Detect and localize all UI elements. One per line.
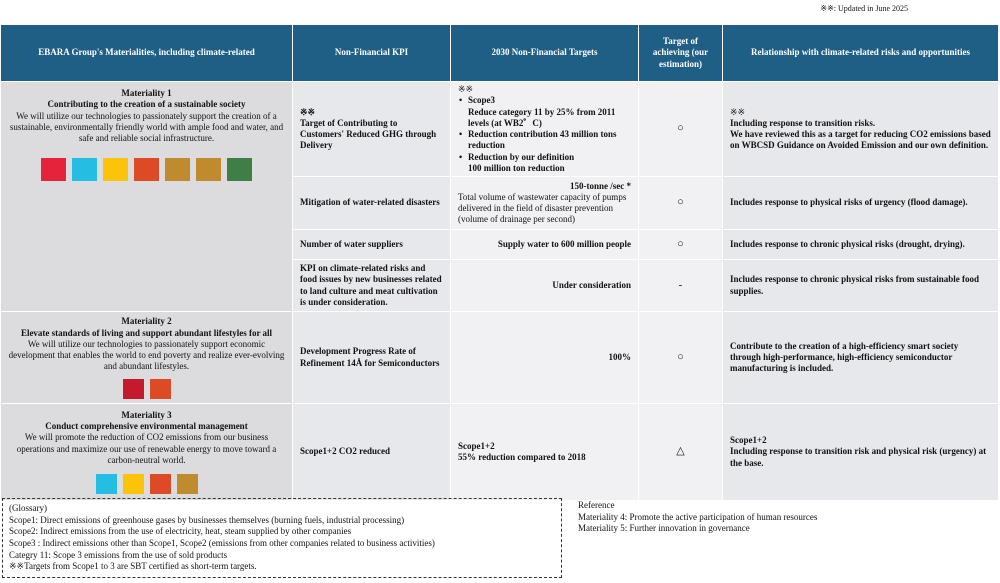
materiality-description: We will utilize our technologies to pass… <box>9 110 284 144</box>
materiality-label: Materiality 2 <box>121 316 172 327</box>
kpi: Number of water suppliers <box>292 229 451 260</box>
reference: Reference Materiality 4: Promote the act… <box>578 500 817 535</box>
header: Target of achieving (our estimation) <box>638 24 723 82</box>
target-item: Reduction contribution 43 million tons r… <box>458 129 631 152</box>
materiality-table: EBARA Group's Materialities, including c… <box>0 24 999 501</box>
glossary-line: Scope2: Indirect emissions from the use … <box>9 526 352 537</box>
glossary: (Glossary) Scope1: Direct emissions of g… <box>2 498 562 578</box>
kpi-cell: ※※ Target of Contributing to Customers' R… <box>292 81 451 177</box>
target-cell: Scope1+2 55% reduction compared to 2018 <box>450 403 639 501</box>
target: 55% reduction compared to 2018 <box>458 452 586 462</box>
relationship: Includes response to chronic physical ri… <box>722 229 999 260</box>
target: Supply water to 600 million people <box>450 229 639 260</box>
relationship: Including response to transition risks. <box>730 117 876 128</box>
target: Scope1+2 <box>458 440 495 451</box>
header: Relationship with climate-related risks … <box>722 24 999 82</box>
target-item: Reduction by our definition <box>458 152 631 164</box>
achieving: ○ <box>638 176 723 230</box>
mark: ※※ <box>458 84 474 94</box>
target: 100% <box>450 311 639 404</box>
kpi: Mitigation of water-related disasters <box>292 176 451 230</box>
reference-line: Materiality 4: Promote the active partic… <box>578 511 818 522</box>
header: 2030 Non-Financial Targets <box>450 24 639 82</box>
materiality-description: We will promote the reduction of CO2 emi… <box>16 432 277 465</box>
target-item: 100 million ton reduction <box>468 162 565 173</box>
materiality-title: Elevate standards of living and support … <box>20 327 273 338</box>
relationship-cell: ※※ Including response to transition risks… <box>722 81 999 177</box>
sdg-icons <box>8 158 285 182</box>
materiality-cell: Materiality 2 Elevate standards of livin… <box>0 311 293 404</box>
target-item: Scope3 <box>458 95 631 107</box>
glossary-line: (Glossary) <box>9 503 47 513</box>
relationship: Scope1+2 <box>730 435 767 446</box>
header: EBARA Group's Materialities, including c… <box>0 24 293 82</box>
materiality-description: We will utilize our technologies to pass… <box>8 338 285 372</box>
mark: ※※ <box>300 106 316 117</box>
reference-line: Materiality 5: Further innovation in gov… <box>578 523 750 534</box>
relationship: Including response to transition risk an… <box>730 446 987 468</box>
achieving: - <box>638 259 723 312</box>
achieving: ○ <box>638 81 723 177</box>
materiality-label: Materiality 3 <box>121 409 172 420</box>
kpi: Scope1+2 CO2 reduced <box>292 403 451 501</box>
relationship: Contribute to the creation of a high-eff… <box>722 311 999 404</box>
target-value: 150-tonne /sec * <box>570 180 631 191</box>
target-cell: ※※ Scope3 Reduce category 11 by 25% from… <box>450 81 639 177</box>
target: Under consideration <box>450 259 639 312</box>
glossary-line: Categry 11: Scope 3 emissions from the u… <box>9 549 228 560</box>
kpi: Target of Contributing to Customers' Red… <box>300 117 437 151</box>
sdg-icons <box>8 378 285 399</box>
glossary-line: ※※Targets from Scope1 to 3 are SBT certi… <box>9 561 257 572</box>
relationship-cell: Scope1+2 Including response to transition… <box>722 403 999 501</box>
materiality-cell: Materiality 3 Conduct comprehensive envi… <box>0 403 293 501</box>
kpi: KPI on climate-related risks and food is… <box>292 259 451 312</box>
update-note: ※※: Updated in June 2025 <box>820 4 908 13</box>
achieving: ○ <box>638 229 723 260</box>
header: Non-Financial KPI <box>292 24 451 82</box>
achieving: ○ <box>638 311 723 404</box>
target-note: Total volume of wastewater capacity of p… <box>458 191 627 225</box>
target-item: Reduce category 11 by 25% from 2011 leve… <box>468 106 616 128</box>
materiality-title: Conduct comprehensive environmental mana… <box>45 421 248 432</box>
mark: ※※ <box>730 106 746 117</box>
materiality-label: Materiality 1 <box>121 88 172 98</box>
glossary-line: Scope3 : Indirect emissions other than S… <box>9 538 435 549</box>
reference-line: Reference <box>578 500 615 510</box>
kpi: Development Progress Rate of Refinement … <box>292 311 451 404</box>
target-cell: 150-tonne /sec * Total volume of wastewat… <box>450 176 639 230</box>
relationship: Includes response to chronic physical ri… <box>722 259 999 312</box>
achieving: △ <box>638 403 723 501</box>
materiality-cell: Materiality 1 Contributing to the creati… <box>0 81 293 312</box>
materiality-title: Contributing to the creation of a sustai… <box>47 99 246 110</box>
relationship: We have reviewed this as a target for re… <box>730 129 991 151</box>
relationship: Includes response to physical risks of u… <box>722 176 999 230</box>
glossary-line: Scope1: Direct emissions of greenhouse g… <box>9 514 405 525</box>
sdg-icons <box>8 474 285 495</box>
